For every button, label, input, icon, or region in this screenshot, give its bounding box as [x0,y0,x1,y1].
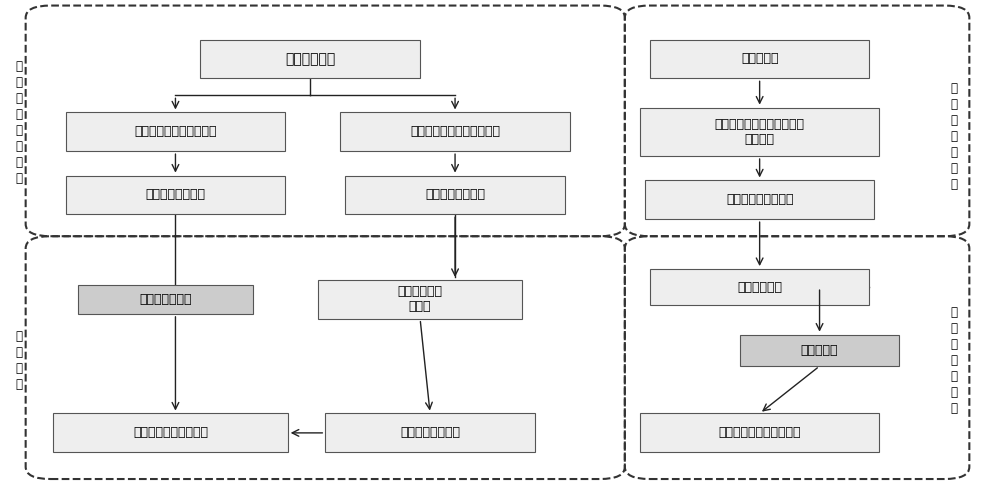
Text: 构件模板库: 构件模板库 [741,53,778,65]
Text: 按骨架要素装配: 按骨架要素装配 [139,293,192,306]
FancyBboxPatch shape [318,280,522,319]
FancyBboxPatch shape [650,269,869,305]
Text: 创建坝体工程三维模型: 创建坝体工程三维模型 [133,427,208,439]
Text: 确定土石坝某断面骨架要素: 确定土石坝某断面骨架要素 [410,125,500,138]
FancyBboxPatch shape [345,175,565,214]
Text: 创建构件模板库模板: 创建构件模板库模板 [726,193,793,206]
FancyBboxPatch shape [53,413,288,452]
FancyBboxPatch shape [66,175,285,214]
Text: 设
计
表
驱
动
设
计: 设 计 表 驱 动 设 计 [951,305,958,414]
FancyBboxPatch shape [340,112,570,151]
Text: 绘制断面构件骨架: 绘制断面构件骨架 [425,188,485,202]
FancyBboxPatch shape [640,413,879,452]
FancyBboxPatch shape [640,108,879,156]
FancyBboxPatch shape [200,39,420,78]
Text: 骨
架
定
位
模
型
设
计: 骨 架 定 位 模 型 设 计 [15,59,22,185]
Text: 添加设计表: 添加设计表 [801,344,838,357]
FancyBboxPatch shape [325,413,535,452]
FancyBboxPatch shape [650,39,869,78]
Text: 骨架定位模型: 骨架定位模型 [285,52,335,66]
FancyBboxPatch shape [645,180,874,219]
Text: 确定土石坝工程骨架要素: 确定土石坝工程骨架要素 [134,125,217,138]
Text: 按控制结点装
配模型: 按控制结点装 配模型 [398,285,443,313]
Text: 绘制构件草图，创建可驱动
构建模型: 绘制构件草图，创建可驱动 构建模型 [715,118,805,146]
FancyBboxPatch shape [740,335,899,366]
Text: 设计表可驱动的构件模型: 设计表可驱动的构件模型 [718,427,801,439]
Text: 提取构件模板: 提取构件模板 [737,281,782,294]
FancyBboxPatch shape [66,112,285,151]
Text: 绘制工程整体骨架: 绘制工程整体骨架 [145,188,205,202]
Text: 创建坝段三维模型: 创建坝段三维模型 [400,427,460,439]
Text: 装
配
设
计: 装 配 设 计 [15,330,22,391]
FancyBboxPatch shape [78,285,253,314]
Text: 构
件
模
板
库
设
计: 构 件 模 板 库 设 计 [951,82,958,191]
